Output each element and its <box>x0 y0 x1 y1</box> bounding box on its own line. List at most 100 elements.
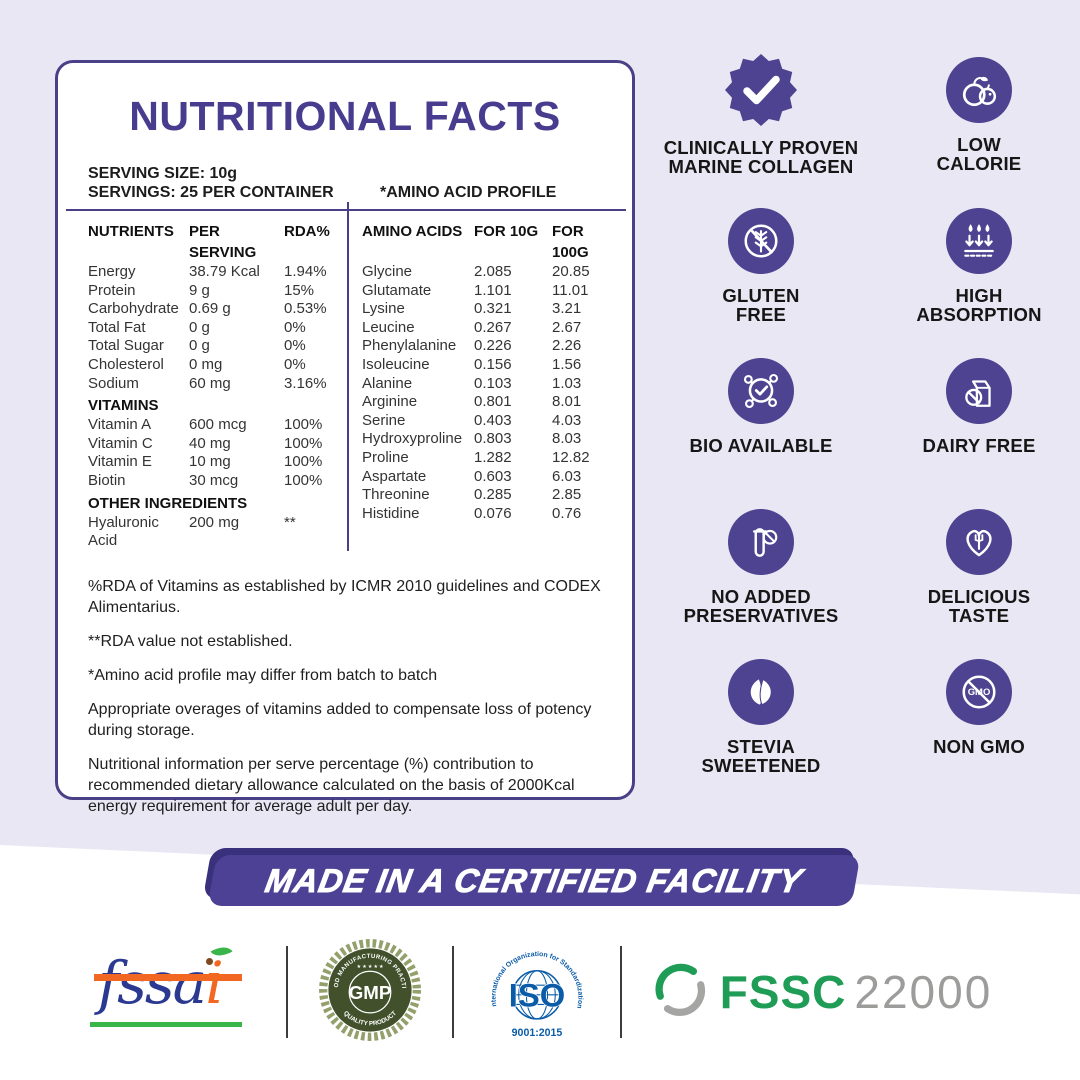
table-row: Serine 0.403 4.03 <box>362 412 620 431</box>
table-cell: 0.076 <box>474 504 512 522</box>
table-header-row: NUTRIENTS PER SERVING RDA% <box>88 221 339 263</box>
table-cell: 38.79 Kcal <box>189 263 260 280</box>
table-row: Protein 9 g 15% <box>88 282 339 301</box>
table-cell: 6.03 <box>552 467 582 485</box>
badge-no-preservatives: NO ADDED PRESERVATIVES <box>652 508 870 660</box>
table-cell: 100% <box>284 434 323 452</box>
badge-label: LOW CALORIE <box>936 134 1022 174</box>
divider-vertical <box>347 202 349 551</box>
table-cell: 0.321 <box>474 300 512 318</box>
table-cell: 0% <box>284 355 306 373</box>
badge-non-gmo: GMO NON GMO <box>870 659 1080 810</box>
table-cell: Proline <box>362 448 409 466</box>
no-gmo-icon: GMO <box>946 659 1012 725</box>
table-cell: 1.03 <box>552 374 582 392</box>
table-row: Histidine 0.076 0.76 <box>362 505 620 524</box>
nutrition-facts-panel: NUTRITIONAL FACTS SERVING SIZE: 10g SERV… <box>55 60 635 815</box>
table-row: Sodium 60 mg 3.16% <box>88 375 339 394</box>
table-cell: Glycine <box>362 263 413 280</box>
table-row: Arginine 0.801 8.01 <box>362 393 620 412</box>
table-cell: Cholesterol <box>88 355 164 373</box>
table-cell: Arginine <box>362 393 418 411</box>
table-cell: 1.282 <box>474 448 512 466</box>
table-cell: 0.76 <box>552 504 582 522</box>
fssc-swirl-icon <box>652 961 710 1024</box>
table-cell: 8.01 <box>552 393 582 411</box>
table-row: Cholesterol 0 mg 0% <box>88 356 339 375</box>
table-cell: Vitamin E <box>88 453 152 471</box>
table-row: Vitamin C 40 mg 100% <box>88 435 339 454</box>
badge-label: GLUTEN FREE <box>722 284 800 325</box>
badge-label: STEVIA SWEETENED <box>701 736 821 776</box>
table-cell: Aspartate <box>362 467 427 485</box>
table-cell: Vitamin C <box>88 434 153 452</box>
table-cell: 0.103 <box>474 374 512 392</box>
table-row: Hydroxyproline 0.803 8.03 <box>362 430 620 449</box>
table-row: Glutamate 1.101 11.01 <box>362 282 620 301</box>
fruit-icon <box>946 57 1012 123</box>
svg-text:9001:2015: 9001:2015 <box>511 1027 562 1039</box>
footnote: Nutritional information per serve percen… <box>88 755 575 815</box>
nutrition-tables: NUTRIENTS PER SERVING RDA% Energy 38.79 Kcal… <box>88 202 620 551</box>
table-section-title: VITAMINS <box>88 397 159 415</box>
table-cell: 0% <box>284 337 306 355</box>
badge-delicious-taste: DELICIOUS TASTE <box>870 508 1080 660</box>
table-cell: 15% <box>284 281 315 299</box>
table-cell: 0.803 <box>474 430 512 448</box>
serving-size: SERVING SIZE: 10g <box>88 165 238 182</box>
badge-label: DELICIOUS TASTE <box>927 585 1031 626</box>
table-cell: 0 g <box>189 337 210 355</box>
table-cell: Biotin <box>88 471 126 489</box>
table-cell: 9 g <box>189 281 210 299</box>
table-cell: NUTRIENTS <box>88 223 174 240</box>
feature-badges: CLINICALLY PROVEN MARINE COLLAGEN LOW CA… <box>652 54 1080 810</box>
badge-gluten-free: GLUTEN FREE <box>652 207 870 359</box>
divider-vertical <box>619 946 622 1038</box>
table-cell: 8.03 <box>552 430 582 448</box>
table-cell: 3.21 <box>552 300 582 318</box>
table-row: Threonine 0.285 2.85 <box>362 486 620 505</box>
fssai-orange-bar <box>93 974 242 981</box>
table-cell: 10 mg <box>189 453 231 471</box>
table-cell: Protein <box>88 281 136 299</box>
banner-text: MADE IN A CERTIFIED FACILITY <box>262 861 806 899</box>
table-cell: 60 mg <box>189 374 231 392</box>
table-cell: 0.156 <box>474 355 512 373</box>
table-cell: 200 mg <box>189 513 240 531</box>
table-row: Vitamin E 10 mg 100% <box>88 453 339 472</box>
table-cell: 2.26 <box>552 337 582 355</box>
badge-label: BIO AVAILABLE <box>689 435 833 456</box>
badge-label: HIGH ABSORPTION <box>916 284 1042 325</box>
badge-high-absorption: HIGH ABSORPTION <box>870 207 1080 359</box>
table-cell: 12.82 <box>552 448 590 466</box>
certification-logos: fssai GOOD MANUFACTURING PRACTICE ★ ★ ★ … <box>0 928 1080 1052</box>
no-milk-carton-icon <box>946 358 1012 424</box>
table-cell: Glutamate <box>362 281 432 299</box>
footnote: %RDA of Vitamins as established by ICMR … <box>88 577 601 616</box>
table-cell: Lysine <box>362 300 405 318</box>
table-cell: Total Fat <box>88 318 146 336</box>
table-row: Leucine 0.267 2.67 <box>362 319 620 338</box>
nutrients-table: NUTRIENTS PER SERVING RDA% Energy 38.79 Kcal… <box>88 211 347 551</box>
banner-shape: MADE IN A CERTIFIED FACILITY <box>207 855 861 906</box>
table-row: Proline 1.282 12.82 <box>362 449 620 468</box>
svg-text:★ ★ ★ ★ ★: ★ ★ ★ ★ ★ <box>356 964 383 970</box>
table-row: Energy 38.79 Kcal 1.94% <box>88 263 339 282</box>
footnote: **RDA value not established. <box>88 632 293 650</box>
table-row: Alanine 0.103 1.03 <box>362 375 620 394</box>
fssai-logo: fssai <box>88 941 256 1040</box>
footnote: *Amino acid profile may differ from batc… <box>88 666 438 684</box>
no-test-tube-icon <box>728 508 794 575</box>
absorption-drops-icon <box>946 207 1012 274</box>
gmp-seal-logo: GOOD MANUFACTURING PRACTICE ★ ★ ★ ★ ★ GM… <box>315 934 422 1047</box>
badge-label: DAIRY FREE <box>922 435 1036 456</box>
stevia-leaves-icon <box>728 659 794 725</box>
table-cell: 100% <box>284 416 323 434</box>
table-cell: 0 mg <box>189 355 223 373</box>
table-cell: 4.03 <box>552 411 582 429</box>
table-cell: Hyaluronic Acid <box>88 513 159 550</box>
table-cell: 0.226 <box>474 337 512 355</box>
badge-bio-available: BIO AVAILABLE <box>652 358 870 509</box>
table-row: Isoleucine 0.156 1.56 <box>362 356 620 375</box>
